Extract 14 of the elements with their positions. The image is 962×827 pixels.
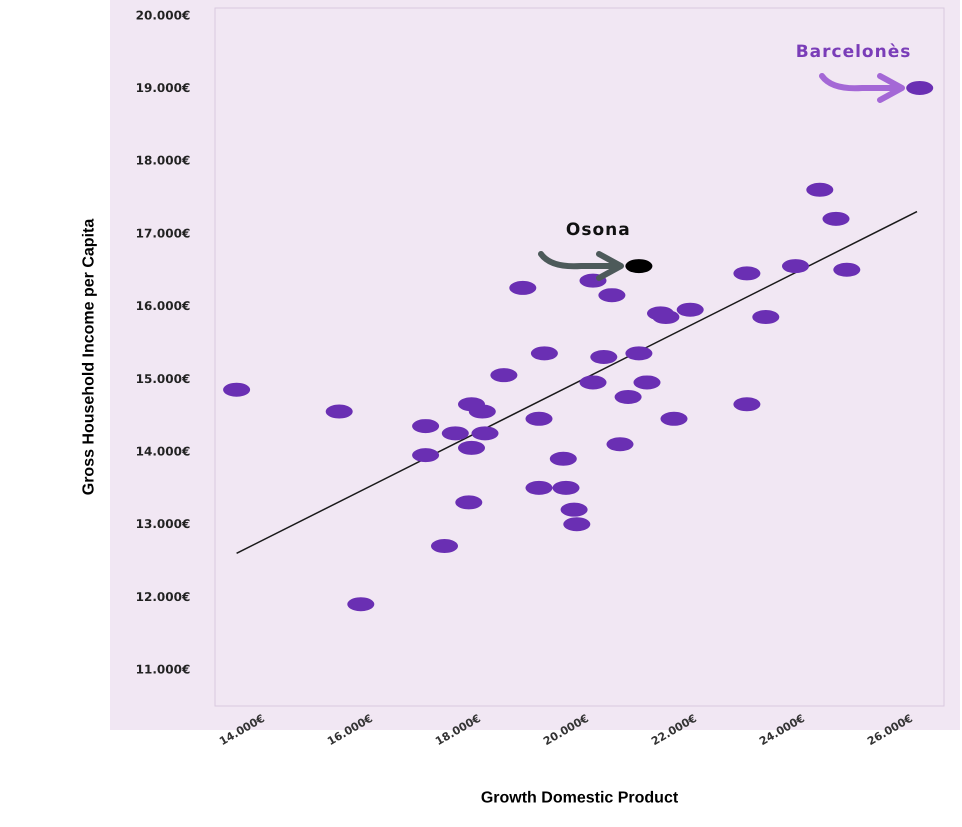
- y-tick-label: 17.000€: [136, 226, 190, 240]
- y-axis-title: Gross Household Income per Capita: [80, 218, 98, 496]
- y-tick-label: 18.000€: [136, 154, 190, 168]
- annotation: Osona: [566, 220, 631, 240]
- x-axis-title: Growth Domestic Product: [480, 790, 679, 806]
- annotation: Barcelonès: [796, 42, 912, 62]
- y-tick-label: 11.000€: [136, 662, 190, 677]
- y-tick-label: 13.000€: [136, 517, 190, 532]
- y-tick-label: 15.000€: [136, 372, 190, 386]
- y-tick-label: 16.000€: [136, 299, 190, 314]
- y-tick-label: 19.000€: [136, 80, 190, 95]
- y-tick-label: 12.000€: [136, 590, 190, 604]
- y-tick-label: 14.000€: [136, 444, 190, 459]
- y-tick-label: 20.000€: [136, 8, 190, 22]
